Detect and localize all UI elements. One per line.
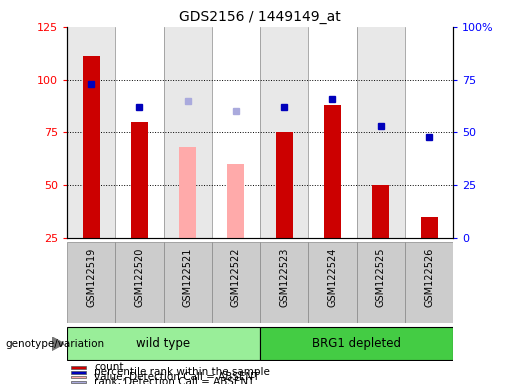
Bar bbox=[372, 185, 389, 238]
Bar bbox=[67, 327, 260, 360]
Text: wild type: wild type bbox=[136, 337, 191, 350]
Polygon shape bbox=[52, 337, 64, 351]
Bar bbox=[71, 381, 87, 383]
Bar bbox=[260, 242, 308, 323]
Bar bbox=[179, 147, 196, 238]
Text: GSM122523: GSM122523 bbox=[279, 248, 289, 307]
Bar bbox=[71, 371, 87, 374]
Bar bbox=[356, 27, 405, 238]
Text: GSM122521: GSM122521 bbox=[183, 248, 193, 307]
Bar bbox=[131, 122, 148, 238]
Text: BRG1 depleted: BRG1 depleted bbox=[312, 337, 401, 350]
Bar bbox=[67, 27, 115, 238]
Text: count: count bbox=[94, 362, 124, 372]
Bar bbox=[212, 27, 260, 238]
Bar bbox=[71, 366, 87, 369]
Bar bbox=[308, 27, 356, 238]
Bar bbox=[115, 242, 163, 323]
Bar bbox=[260, 327, 453, 360]
Bar bbox=[163, 27, 212, 238]
Bar bbox=[67, 242, 115, 323]
Text: GSM122524: GSM122524 bbox=[328, 248, 337, 307]
Bar bbox=[405, 242, 453, 323]
Bar bbox=[228, 164, 245, 238]
Bar bbox=[308, 242, 356, 323]
Text: GSM122526: GSM122526 bbox=[424, 248, 434, 307]
Bar bbox=[212, 242, 260, 323]
Title: GDS2156 / 1449149_at: GDS2156 / 1449149_at bbox=[179, 10, 341, 25]
Bar bbox=[356, 242, 405, 323]
Text: percentile rank within the sample: percentile rank within the sample bbox=[94, 367, 270, 377]
Bar bbox=[324, 105, 341, 238]
Bar bbox=[421, 217, 438, 238]
Text: rank, Detection Call = ABSENT: rank, Detection Call = ABSENT bbox=[94, 377, 254, 384]
Bar bbox=[276, 132, 293, 238]
Text: value, Detection Call = ABSENT: value, Detection Call = ABSENT bbox=[94, 372, 260, 382]
Bar bbox=[405, 27, 453, 238]
Text: GSM122519: GSM122519 bbox=[86, 248, 96, 307]
Text: GSM122520: GSM122520 bbox=[134, 248, 144, 307]
Bar bbox=[71, 376, 87, 378]
Bar bbox=[82, 56, 99, 238]
Text: GSM122522: GSM122522 bbox=[231, 248, 241, 307]
Text: GSM122525: GSM122525 bbox=[376, 248, 386, 307]
Bar bbox=[115, 27, 163, 238]
Text: genotype/variation: genotype/variation bbox=[5, 339, 104, 349]
Bar bbox=[163, 242, 212, 323]
Bar bbox=[260, 27, 308, 238]
